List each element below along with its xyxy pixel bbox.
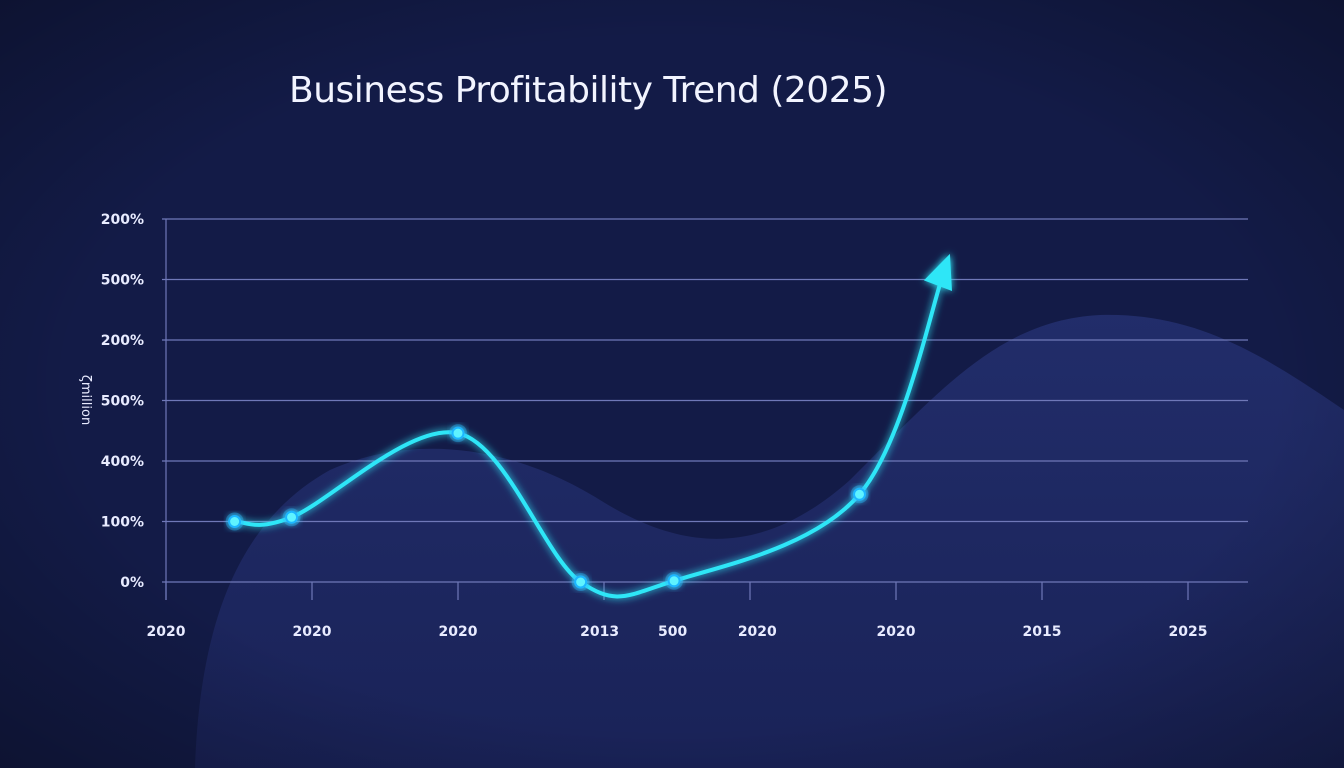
x-tick-label: 2020 (293, 624, 332, 640)
x-tick-label: 2013 (580, 624, 619, 640)
y-tick-label: 100% (101, 515, 144, 531)
x-axis: 2020 2020 2020 2013 500 2020 2020 2015 2025 (147, 582, 1208, 640)
chart-title: Business Profitability Trend (2025) (289, 70, 888, 111)
data-point (853, 487, 866, 501)
y-axis-label: ζmillion (78, 375, 93, 425)
grid (162, 218, 1248, 600)
data-point (228, 515, 242, 528)
x-tick-label: 2025 (1169, 624, 1208, 640)
x-tick-label: 500 (658, 624, 687, 640)
trend-line (232, 259, 950, 599)
data-point (574, 575, 588, 589)
x-tick-label: 2020 (877, 624, 916, 640)
y-axis: 0% 100% 400% 500% 200% 500% 200% (101, 212, 144, 591)
series-line (225, 253, 952, 599)
data-point (667, 574, 681, 588)
x-tick-label: 2020 (439, 624, 478, 640)
data-point (285, 510, 299, 524)
x-tick-label: 2020 (738, 624, 777, 640)
y-tick-label: 500% (101, 273, 144, 289)
y-tick-label: 400% (101, 454, 144, 470)
y-tick-label: 0% (120, 575, 144, 591)
y-tick-label: 500% (101, 394, 144, 410)
arrow-head (923, 253, 952, 291)
x-tick-label: 2015 (1023, 624, 1062, 640)
data-point (451, 426, 465, 440)
x-tick-label: 2020 (147, 624, 186, 640)
y-tick-label: 200% (101, 333, 144, 349)
y-tick-label: 200% (101, 212, 144, 228)
